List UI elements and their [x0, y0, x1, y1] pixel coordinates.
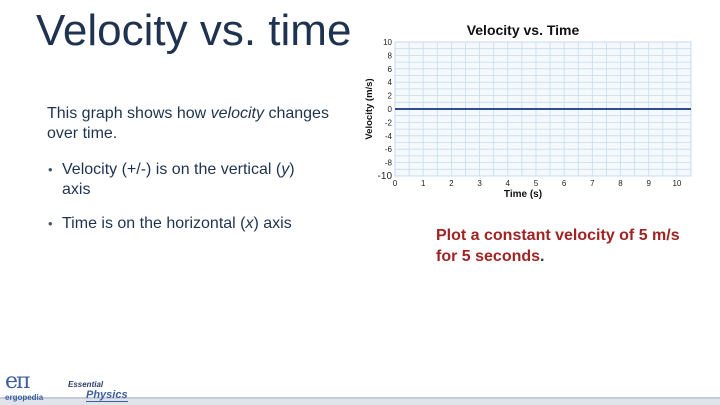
y-tick-label: 0 [388, 105, 393, 114]
bullet-text-a: Velocity (+/-) is on the vertical ( [62, 161, 282, 178]
intro-text: This graph shows how velocity changes ov… [47, 104, 347, 144]
essential-physics-logo: Essential Physics [66, 378, 146, 403]
x-tick-label: 7 [590, 179, 595, 188]
y-tick-label: 8 [388, 51, 393, 60]
y-tick-label: -6 [385, 145, 393, 154]
y-tick-label: -4 [385, 132, 393, 141]
brand-small-text: Essential [68, 380, 104, 389]
brand-big-text: Physics [86, 389, 128, 402]
y-tick-label: -2 [385, 118, 393, 127]
y-tick-label: 2 [388, 92, 393, 101]
bullet-list: • Velocity (+/-) is on the vertical (y) … [46, 160, 316, 248]
x-tick-label: 10 [672, 179, 681, 188]
task-text: Plot a constant velocity of 5 m/s for 5 … [436, 227, 680, 265]
y-tick-label: -8 [385, 159, 393, 168]
x-tick-label: 9 [646, 179, 651, 188]
x-tick-label: 8 [618, 179, 623, 188]
bullet-italic: x [245, 215, 254, 232]
bullet-marker: • [48, 216, 53, 231]
x-axis-label: Time (s) [504, 189, 542, 200]
footer-line [0, 397, 720, 399]
bullet-text-b: ) axis [62, 161, 295, 198]
ergopedia-name: ergopedia [5, 393, 44, 402]
task-instruction: Plot a constant velocity of 5 m/s for 5 … [436, 225, 696, 267]
y-tick-label: 6 [388, 65, 393, 74]
x-tick-label: 3 [477, 179, 482, 188]
x-tick-label: 0 [393, 179, 398, 188]
y-tick-label: 10 [383, 38, 392, 47]
x-tick-label: 2 [449, 179, 454, 188]
bullet-marker: • [48, 162, 53, 177]
x-tick-label: 1 [421, 179, 426, 188]
footer-bar [0, 399, 720, 405]
y-axis-label: Velocity (m/s) [364, 78, 375, 139]
bullet-item-time: • Time is on the horizontal (x) axis [46, 214, 316, 234]
y-tick-label: 4 [388, 78, 393, 87]
x-tick-label: 6 [562, 179, 567, 188]
y-tick-label: -10 [378, 171, 393, 182]
intro-emphasis: velocity [210, 105, 264, 122]
ergopedia-symbol: eπ [5, 369, 31, 394]
task-period: . [540, 248, 545, 265]
intro-part1: This graph shows how [47, 105, 211, 122]
slide-title: Velocity vs. time [36, 6, 352, 55]
bullet-item-velocity: • Velocity (+/-) is on the vertical (y) … [46, 160, 316, 200]
x-tick-label: 4 [506, 179, 511, 188]
bullet-italic: y [281, 161, 290, 178]
chart-title: Velocity vs. Time [467, 22, 580, 38]
ergopedia-logo: eπ ergopedia [5, 369, 65, 403]
bullet-text-b: ) axis [253, 215, 292, 232]
bullet-text-a: Time is on the horizontal ( [62, 215, 246, 232]
intro-part2: changes over time. [47, 105, 329, 142]
x-tick-label: 5 [534, 179, 539, 188]
